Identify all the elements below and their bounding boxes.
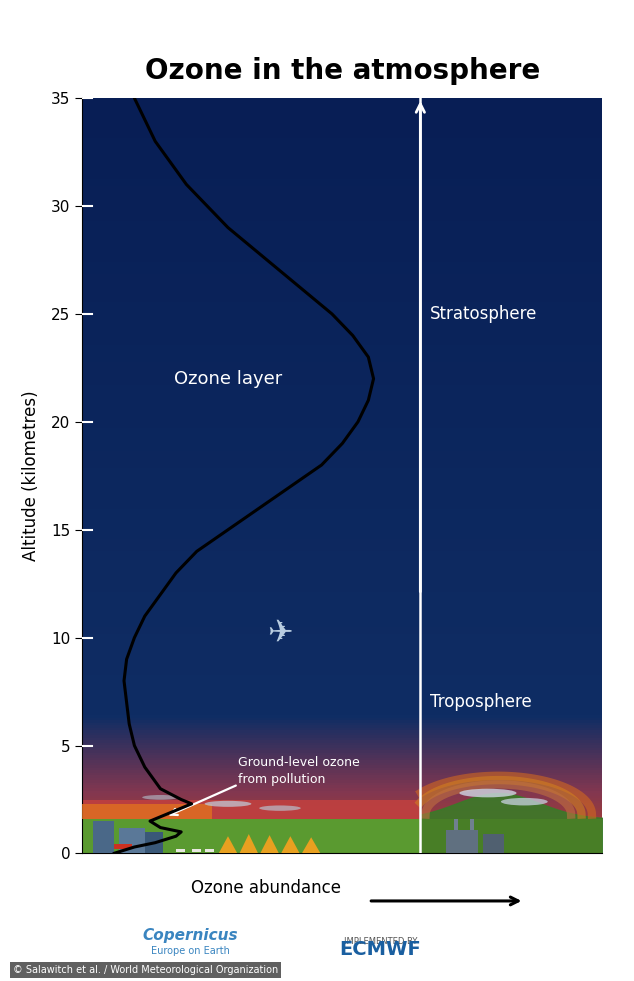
Bar [205,849,214,852]
Ellipse shape [259,805,301,811]
Ellipse shape [205,800,251,806]
Text: Ozone layer: Ozone layer [174,370,282,387]
Text: Copernicus: Copernicus [143,928,238,943]
Text: © Salawitch et al. / World Meteorological Organization: © Salawitch et al. / World Meteorologica… [13,965,278,975]
Bar [191,849,201,852]
Polygon shape [240,834,258,853]
Polygon shape [281,836,300,853]
Y-axis label: Altitude (kilometres): Altitude (kilometres) [22,390,40,561]
Text: ✈: ✈ [267,619,293,647]
Ellipse shape [142,795,179,800]
Bar [470,819,474,830]
Bar [82,800,420,819]
Bar [119,828,145,853]
Text: Stratosphere: Stratosphere [430,305,537,323]
Bar [482,834,503,853]
Polygon shape [219,836,237,853]
Text: IMPLEMENTED BY: IMPLEMENTED BY [344,937,417,946]
Text: ECMWF: ECMWF [340,941,421,959]
Ellipse shape [501,798,548,805]
Bar [420,819,602,853]
Text: Troposphere: Troposphere [430,694,531,711]
Bar [82,819,420,853]
Bar [93,821,113,853]
Text: Ground-level ozone
from pollution: Ground-level ozone from pollution [238,756,360,787]
Text: Ozone abundance: Ozone abundance [191,879,341,897]
Polygon shape [302,837,321,853]
Bar [145,832,163,853]
Bar [446,830,477,853]
Bar [113,844,132,850]
Bar [176,849,185,852]
Text: Europe on Earth: Europe on Earth [151,946,230,955]
Title: Ozone in the atmosphere: Ozone in the atmosphere [145,57,540,84]
Bar [82,803,212,819]
Ellipse shape [459,789,517,798]
Bar [454,819,458,830]
Polygon shape [260,835,279,853]
